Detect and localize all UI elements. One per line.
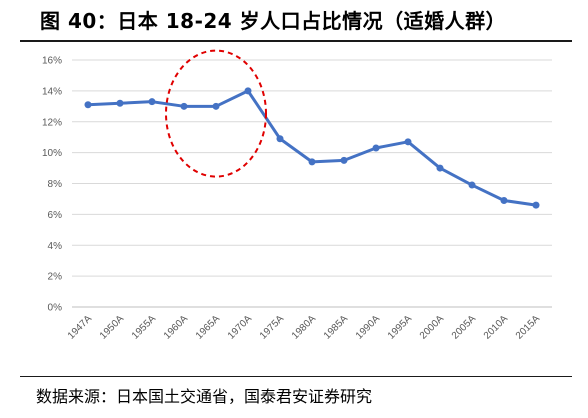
chart-title: 图 40：日本 18-24 岁人口占比情况（适婚人群） bbox=[40, 9, 507, 33]
x-tick-label: 1990A bbox=[354, 313, 382, 341]
y-tick-label: 8% bbox=[48, 179, 63, 190]
data-point bbox=[84, 101, 92, 109]
data-point bbox=[468, 181, 476, 189]
source-rule bbox=[20, 376, 572, 377]
data-point bbox=[404, 138, 412, 146]
x-tick-label: 1960A bbox=[162, 313, 190, 341]
data-point bbox=[500, 196, 508, 204]
data-point bbox=[372, 144, 380, 152]
title-rule bbox=[20, 40, 572, 42]
x-tick-label: 1985A bbox=[322, 313, 350, 341]
y-tick-label: 6% bbox=[48, 210, 63, 221]
x-tick-label: 1950A bbox=[98, 313, 126, 341]
x-axis-ticks: 1947A 1950A 1955A 1960A 1965A 1970A 1975A 1980A… bbox=[66, 313, 542, 341]
source-note: 数据来源：日本国土交通省，国泰君安证券研究 bbox=[36, 387, 373, 406]
x-tick-label: 2015A bbox=[514, 313, 542, 341]
x-tick-label: 2010A bbox=[482, 313, 510, 341]
x-tick-label: 1965A bbox=[194, 313, 222, 341]
y-tick-label: 2% bbox=[48, 272, 63, 283]
y-tick-label: 14% bbox=[42, 86, 62, 97]
gridlines bbox=[72, 59, 552, 308]
x-tick-label: 2000A bbox=[418, 313, 446, 341]
annotation-layer bbox=[165, 49, 267, 178]
series-line bbox=[86, 89, 538, 207]
x-tick-label: 1995A bbox=[386, 313, 414, 341]
x-tick-label: 1970A bbox=[226, 313, 254, 341]
highlight-ellipse bbox=[165, 49, 267, 178]
x-tick-label: 1975A bbox=[258, 313, 286, 341]
data-point bbox=[308, 158, 316, 166]
y-tick-label: 4% bbox=[48, 241, 63, 252]
y-tick-label: 16% bbox=[42, 56, 62, 67]
data-point bbox=[436, 164, 444, 172]
data-point bbox=[116, 99, 124, 107]
x-tick-label: 1955A bbox=[130, 313, 158, 341]
y-tick-label: 0% bbox=[48, 303, 63, 314]
series-layer bbox=[84, 87, 540, 209]
data-point bbox=[212, 102, 220, 110]
data-point bbox=[180, 102, 188, 110]
y-tick-label: 12% bbox=[42, 117, 62, 128]
data-point bbox=[340, 156, 348, 164]
x-tick-label: 1947A bbox=[66, 313, 94, 341]
x-tick-label: 2005A bbox=[450, 313, 478, 341]
y-axis-ticks: 0% 2% 4% 6% 8% 10% 12% 14% 16% bbox=[42, 56, 62, 314]
data-point bbox=[276, 135, 284, 143]
data-point bbox=[244, 87, 252, 95]
data-point bbox=[148, 98, 156, 106]
data-point bbox=[532, 201, 540, 209]
x-tick-label: 1980A bbox=[290, 313, 318, 341]
y-tick-label: 10% bbox=[42, 148, 62, 159]
